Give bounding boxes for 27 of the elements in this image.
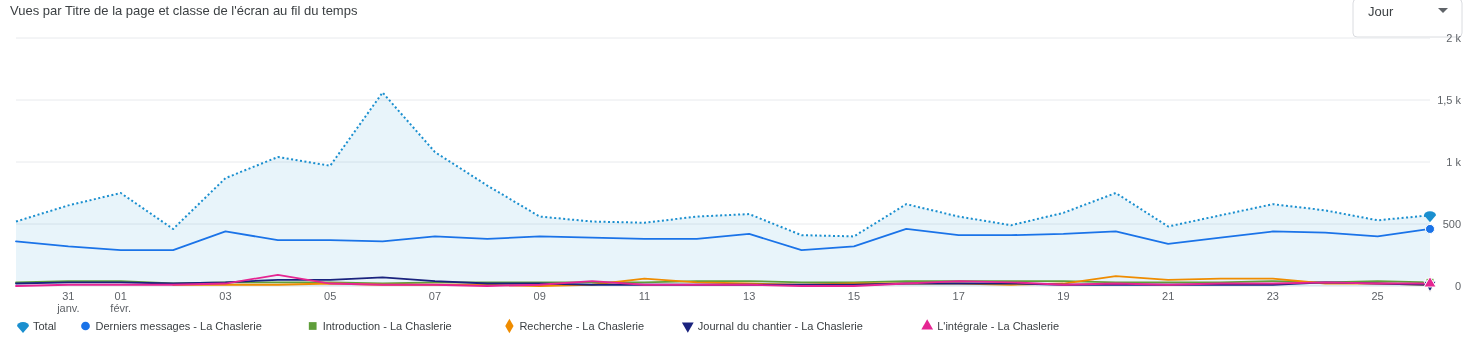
- x-tick-label: 31 janv.: [56, 290, 80, 314]
- x-tick-label: 23: [1266, 290, 1280, 302]
- y-tick-label: 1,5 k: [1437, 94, 1462, 106]
- x-tick-label: 07: [428, 290, 442, 302]
- y-tick-label: 2 k: [1446, 32, 1462, 44]
- x-tick-label: 19: [1057, 290, 1070, 302]
- text: Jour: [1368, 4, 1394, 19]
- y-tick-label: 500: [1442, 218, 1461, 230]
- x-tick-label: 21: [1162, 290, 1175, 302]
- x-tick-label: 13: [743, 290, 756, 302]
- y-tick-label: 1 k: [1446, 156, 1462, 168]
- legend-label: Journal du chantier - La Chaslerie: [697, 320, 863, 332]
- legend-label: Derniers messages - La Chaslerie: [95, 320, 262, 332]
- x-tick-label: 03: [219, 290, 232, 302]
- x-tick-label: 01 févr.: [110, 290, 132, 314]
- x-tick-label: 11: [638, 290, 651, 302]
- x-tick-label: 25: [1371, 290, 1384, 302]
- legend-label: Introduction - La Chaslerie: [322, 320, 452, 332]
- y-tick-label: 0: [1454, 280, 1461, 292]
- x-tick-label: 05: [324, 290, 337, 302]
- x-tick-label: 17: [952, 290, 965, 302]
- x-tick-label: 15: [847, 290, 861, 302]
- legend-label: L'intégrale - La Chaslerie: [937, 320, 1060, 332]
- legend-label: Total: [33, 320, 57, 332]
- chart-title: Vues par Titre de la page et classe de l'écran au fil du temps: [10, 3, 358, 18]
- legend-label: Recherche - La Chaslerie: [519, 320, 645, 332]
- x-tick-label: 09: [533, 290, 546, 302]
